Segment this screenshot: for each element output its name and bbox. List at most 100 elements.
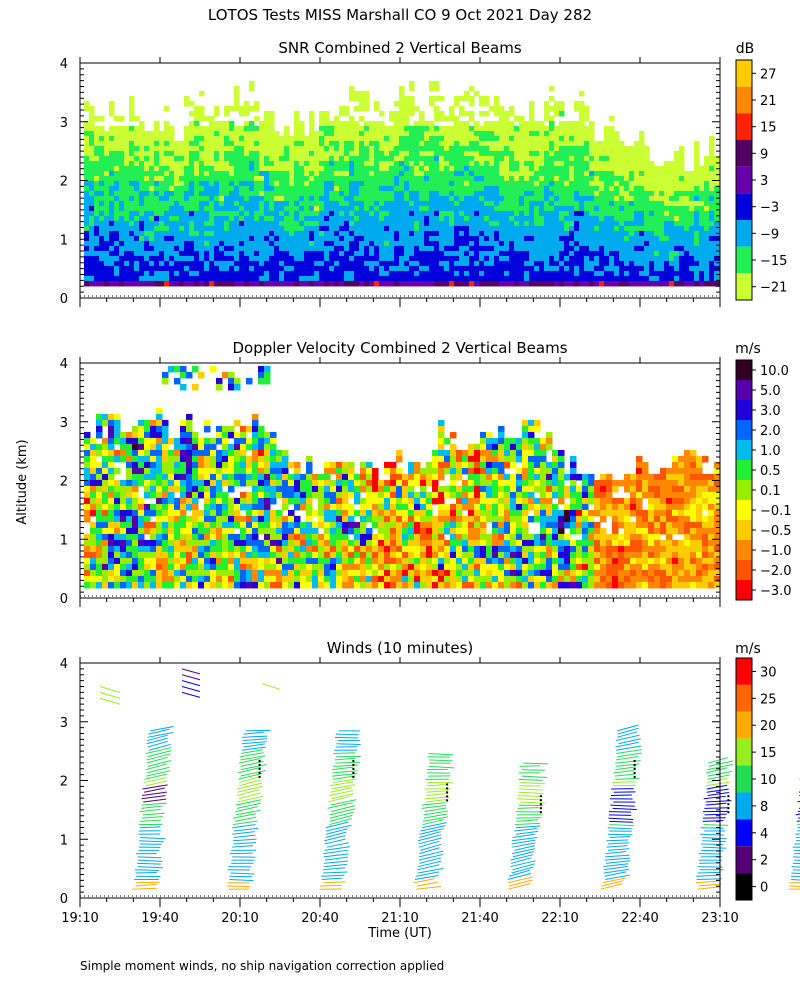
snr-cell <box>704 246 710 252</box>
snr-cell <box>359 271 365 277</box>
snr-cell <box>459 121 465 127</box>
snr-cell <box>424 276 430 282</box>
snr-cell <box>234 176 240 182</box>
snr-cell <box>104 191 110 197</box>
snr-cell <box>144 276 150 282</box>
snr-cell <box>269 126 275 132</box>
snr-cell <box>394 191 400 197</box>
snr-cell <box>364 281 370 287</box>
velocity-cell <box>90 570 97 577</box>
velocity-cell <box>144 420 151 427</box>
snr-cell <box>479 191 485 197</box>
snr-cell <box>679 221 685 227</box>
snr-cell <box>614 231 620 237</box>
snr-cell <box>634 181 640 187</box>
snr-cell <box>289 136 295 142</box>
snr-cell <box>334 236 340 242</box>
snr-cell <box>494 101 500 107</box>
snr-cell <box>94 131 100 137</box>
snr-cell <box>179 261 185 267</box>
snr-cell <box>634 231 640 237</box>
snr-cell <box>114 266 120 272</box>
snr-cell <box>474 156 480 162</box>
snr-cell <box>139 191 145 197</box>
velocity-cell <box>114 492 121 499</box>
velocity-cell <box>192 504 199 511</box>
snr-cell <box>354 141 360 147</box>
snr-cell <box>284 151 290 157</box>
snr-cell <box>509 141 515 147</box>
snr-cell <box>359 151 365 157</box>
snr-cell <box>219 191 225 197</box>
snr-cell <box>84 226 90 232</box>
snr-cell <box>489 141 495 147</box>
snr-cell <box>669 281 675 287</box>
snr-cell <box>684 216 690 222</box>
snr-cell <box>554 276 560 282</box>
snr-cell <box>209 116 215 122</box>
snr-cell <box>559 111 565 117</box>
snr-cell <box>214 211 220 217</box>
snr-cell <box>309 236 315 242</box>
snr-cell <box>659 206 665 212</box>
snr-cell <box>654 186 660 192</box>
snr-cell <box>494 266 500 272</box>
velocity-cell <box>144 510 151 517</box>
snr-cell <box>199 146 205 152</box>
snr-cell <box>379 191 385 197</box>
snr-cell <box>644 186 650 192</box>
snr-cell <box>349 246 355 252</box>
snr-cell <box>449 161 455 167</box>
snr-cell <box>479 101 485 107</box>
snr-cell <box>269 116 275 122</box>
snr-cell <box>594 146 600 152</box>
snr-cell <box>614 236 620 242</box>
snr-cell <box>149 146 155 152</box>
snr-cell <box>519 176 525 182</box>
snr-cell <box>584 126 590 132</box>
snr-cell <box>584 146 590 152</box>
snr-cell <box>294 231 300 237</box>
velocity-cell <box>210 516 217 523</box>
snr-cell <box>499 256 505 262</box>
snr-cell <box>279 166 285 172</box>
snr-cell <box>244 251 250 257</box>
snr-cell <box>354 206 360 212</box>
snr-cell <box>389 281 395 287</box>
velocity-cell <box>150 576 157 583</box>
snr-cell <box>524 211 530 217</box>
snr-cell <box>549 161 555 167</box>
snr-cell <box>379 126 385 132</box>
snr-cell <box>634 191 640 197</box>
snr-cell <box>144 131 150 137</box>
snr-cell <box>244 126 250 132</box>
snr-cell <box>359 221 365 227</box>
snr-cell <box>324 246 330 252</box>
snr-cell <box>99 186 105 192</box>
snr-cell <box>244 166 250 172</box>
snr-cell <box>94 186 100 192</box>
snr-cell <box>344 221 350 227</box>
snr-cell <box>119 226 125 232</box>
snr-cell <box>194 131 200 137</box>
snr-cell <box>159 231 165 237</box>
snr-cell <box>669 236 675 242</box>
snr-cell <box>634 271 640 277</box>
velocity-cell <box>216 522 223 529</box>
snr-cell <box>314 186 320 192</box>
snr-cell <box>264 266 270 272</box>
snr-cell <box>404 191 410 197</box>
snr-cell <box>219 251 225 257</box>
snr-cell <box>349 251 355 257</box>
snr-cell <box>624 151 630 157</box>
snr-cell <box>259 196 265 202</box>
snr-cell <box>709 181 715 187</box>
velocity-cell <box>84 558 91 565</box>
snr-cell <box>534 126 540 132</box>
snr-cell <box>419 211 425 217</box>
snr-cell <box>579 126 585 132</box>
snr-cell <box>634 256 640 262</box>
snr-cell <box>599 161 605 167</box>
snr-cell <box>469 251 475 257</box>
snr-cell <box>164 256 170 262</box>
